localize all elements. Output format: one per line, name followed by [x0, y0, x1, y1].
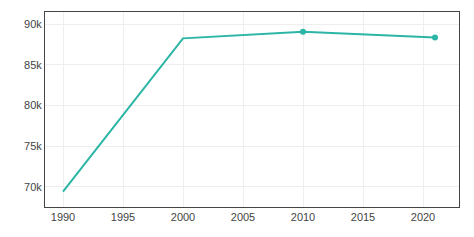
svg-text:2015: 2015 — [351, 211, 375, 223]
svg-text:1995: 1995 — [111, 211, 135, 223]
svg-text:2010: 2010 — [291, 211, 315, 223]
svg-text:2005: 2005 — [231, 211, 255, 223]
svg-text:90k: 90k — [24, 18, 42, 30]
svg-text:75k: 75k — [24, 140, 42, 152]
svg-text:80k: 80k — [24, 99, 42, 111]
svg-text:1990: 1990 — [51, 211, 75, 223]
svg-text:85k: 85k — [24, 59, 42, 71]
svg-text:70k: 70k — [24, 181, 42, 193]
svg-text:2000: 2000 — [171, 211, 195, 223]
svg-text:2020: 2020 — [411, 211, 435, 223]
